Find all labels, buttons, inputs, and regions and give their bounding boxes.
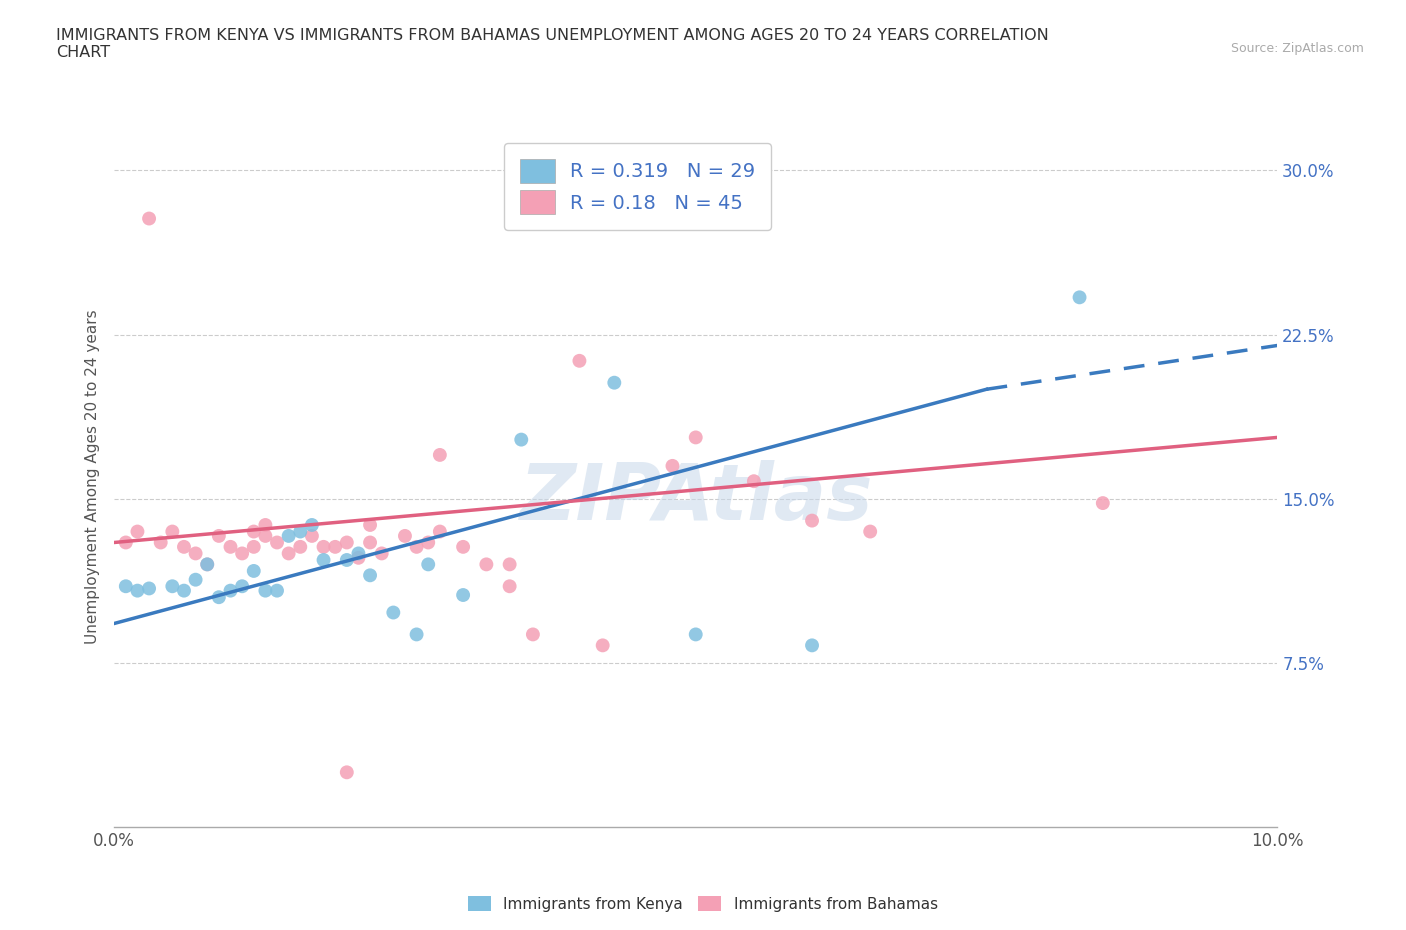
Point xyxy=(347,546,370,561)
Point xyxy=(405,627,427,642)
Point xyxy=(208,528,231,543)
Point xyxy=(859,525,882,539)
Point xyxy=(242,525,264,539)
Point xyxy=(208,590,231,604)
Point xyxy=(312,539,335,554)
Point xyxy=(127,583,149,598)
Text: IMMIGRANTS FROM KENYA VS IMMIGRANTS FROM BAHAMAS UNEMPLOYMENT AMONG AGES 20 TO 2: IMMIGRANTS FROM KENYA VS IMMIGRANTS FROM… xyxy=(56,28,1049,60)
Point xyxy=(475,557,498,572)
Point xyxy=(568,353,591,368)
Point xyxy=(685,430,707,445)
Point xyxy=(685,627,707,642)
Point xyxy=(801,513,824,528)
Text: Source: ZipAtlas.com: Source: ZipAtlas.com xyxy=(1230,42,1364,55)
Point xyxy=(277,528,299,543)
Point xyxy=(451,588,474,603)
Legend: R = 0.319   N = 29, R = 0.18   N = 45: R = 0.319 N = 29, R = 0.18 N = 45 xyxy=(505,143,770,230)
Text: ZIPAtlas: ZIPAtlas xyxy=(519,459,873,536)
Point xyxy=(254,517,277,532)
Point xyxy=(114,578,136,593)
Point xyxy=(510,432,533,447)
Point xyxy=(195,557,218,572)
Point xyxy=(323,539,346,554)
Point xyxy=(254,528,277,543)
Point xyxy=(219,539,242,554)
Point xyxy=(742,473,765,488)
Point xyxy=(231,578,253,593)
Point xyxy=(242,539,264,554)
Point xyxy=(312,552,335,567)
Point xyxy=(382,605,405,620)
Point xyxy=(522,627,544,642)
Point xyxy=(231,546,253,561)
Point xyxy=(418,557,440,572)
Point xyxy=(429,447,451,462)
Point xyxy=(173,583,195,598)
Point xyxy=(429,525,451,539)
Point xyxy=(592,638,614,653)
Point xyxy=(1069,290,1091,305)
Point xyxy=(266,583,288,598)
Point xyxy=(173,539,195,554)
Point xyxy=(451,539,474,554)
Point xyxy=(359,517,381,532)
Point xyxy=(394,528,416,543)
Point xyxy=(277,546,299,561)
Point xyxy=(266,535,288,550)
Point xyxy=(801,638,824,653)
Point xyxy=(114,535,136,550)
Point xyxy=(162,525,184,539)
Point xyxy=(219,583,242,598)
Point xyxy=(290,539,312,554)
Legend: Immigrants from Kenya, Immigrants from Bahamas: Immigrants from Kenya, Immigrants from B… xyxy=(463,889,943,918)
Point xyxy=(301,517,323,532)
Point xyxy=(184,546,207,561)
Point xyxy=(336,535,359,550)
Point xyxy=(127,525,149,539)
Point xyxy=(336,764,359,779)
Point xyxy=(301,528,323,543)
Point xyxy=(184,572,207,587)
Point xyxy=(370,546,392,561)
Point xyxy=(603,376,626,391)
Point xyxy=(498,557,520,572)
Point xyxy=(347,551,370,565)
Point xyxy=(336,552,359,567)
Point xyxy=(242,564,264,578)
Point xyxy=(661,458,683,473)
Point xyxy=(1091,496,1114,511)
Point xyxy=(138,211,160,226)
Y-axis label: Unemployment Among Ages 20 to 24 years: Unemployment Among Ages 20 to 24 years xyxy=(86,310,100,644)
Point xyxy=(290,525,312,539)
Point xyxy=(359,535,381,550)
Point xyxy=(162,578,184,593)
Point xyxy=(418,535,440,550)
Point xyxy=(359,568,381,583)
Point xyxy=(405,539,427,554)
Point xyxy=(498,578,520,593)
Point xyxy=(149,535,172,550)
Point xyxy=(254,583,277,598)
Point xyxy=(195,557,218,572)
Point xyxy=(138,581,160,596)
